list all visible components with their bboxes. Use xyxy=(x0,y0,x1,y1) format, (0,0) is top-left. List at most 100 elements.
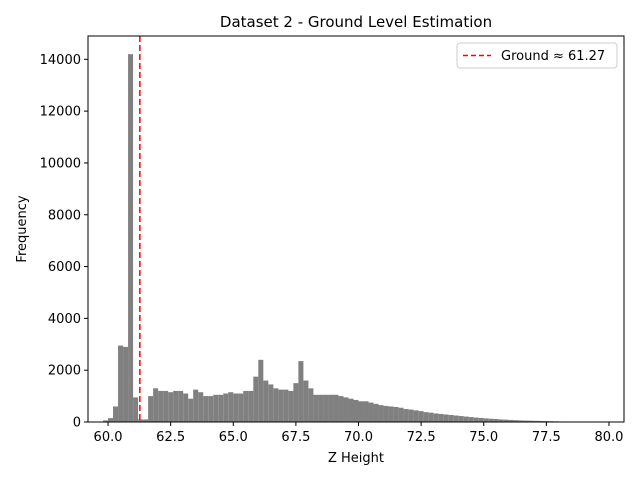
histogram-bar xyxy=(533,420,539,422)
legend: Ground ≈ 61.27 xyxy=(456,42,618,69)
histogram-bar xyxy=(428,412,434,422)
y-tick-label: 4000 xyxy=(48,312,81,327)
histogram-bar xyxy=(298,361,304,422)
histogram-bar xyxy=(368,402,374,422)
histogram-bar xyxy=(263,380,269,422)
histogram-bar xyxy=(238,393,244,422)
histogram-bar xyxy=(433,413,439,422)
x-tick-label: 60.0 xyxy=(94,430,123,445)
plot-frame xyxy=(87,35,625,423)
histogram-bar xyxy=(193,389,199,422)
histogram-bar xyxy=(388,406,394,422)
histogram-bar xyxy=(188,398,194,422)
histogram-bar xyxy=(313,394,319,422)
histogram-bar xyxy=(168,392,174,422)
histogram-bar xyxy=(293,383,299,422)
histogram-bar xyxy=(538,420,544,422)
y-tick-label: 6000 xyxy=(48,260,81,275)
histogram-bar xyxy=(283,389,289,422)
histogram-bar xyxy=(248,390,254,422)
histogram-bar xyxy=(328,394,334,422)
y-tick-label: 0 xyxy=(73,416,81,431)
x-tick-label: 72.5 xyxy=(407,430,436,445)
histogram-bars xyxy=(98,54,574,423)
histogram-bar xyxy=(363,401,369,422)
y-tick-label: 2000 xyxy=(48,364,81,379)
histogram-bar xyxy=(208,396,214,422)
histogram-bar xyxy=(423,412,429,422)
y-tick-label: 10000 xyxy=(40,156,81,171)
histogram-bar xyxy=(143,419,149,422)
histogram-bar xyxy=(198,392,204,422)
histogram-bar xyxy=(118,345,124,422)
histogram-bar xyxy=(483,418,489,422)
histogram-bar xyxy=(498,419,504,422)
histogram-bar xyxy=(123,346,129,422)
histogram-bar xyxy=(503,419,509,422)
histogram-bar xyxy=(448,415,454,422)
histogram-bar xyxy=(133,397,139,422)
histogram-bar xyxy=(338,396,344,422)
histogram-bar xyxy=(268,384,274,422)
histogram-bar xyxy=(523,420,529,422)
histogram-bar xyxy=(153,388,159,422)
x-tick-label: 70.0 xyxy=(344,430,373,445)
y-axis-ticks: 0 2000 4000 6000 8000 10000 12000 14000 xyxy=(40,53,88,431)
y-tick-label: 14000 xyxy=(40,53,81,68)
chart-title: Dataset 2 - Ground Level Estimation xyxy=(220,13,492,31)
histogram-bar xyxy=(163,390,169,422)
histogram-bar xyxy=(418,411,424,422)
x-tick-label: 77.5 xyxy=(532,430,561,445)
histogram-bar xyxy=(138,419,144,422)
histogram-bar xyxy=(253,376,259,422)
histogram-bar xyxy=(113,406,119,422)
histogram-bar xyxy=(318,394,324,422)
histogram-bar xyxy=(393,406,399,422)
histogram-bar xyxy=(243,390,249,422)
y-tick-label: 8000 xyxy=(48,208,81,223)
histogram-bar xyxy=(513,420,519,422)
histogram-bar xyxy=(228,392,234,422)
histogram-bar xyxy=(218,394,224,422)
histogram-bar xyxy=(488,418,494,422)
histogram-bar xyxy=(518,420,524,422)
histogram-bar xyxy=(183,393,189,422)
histogram-bar xyxy=(353,399,359,422)
histogram-bar xyxy=(278,389,284,422)
x-axis-title: Z Height xyxy=(328,451,384,466)
histogram-bar xyxy=(358,401,364,422)
histogram-bar xyxy=(308,388,314,422)
histogram-bar xyxy=(303,380,309,422)
histogram-bar xyxy=(158,390,164,422)
histogram-bar xyxy=(468,417,474,422)
histogram-bar xyxy=(398,407,404,422)
histogram-bar xyxy=(383,405,389,422)
x-tick-label: 75.0 xyxy=(469,430,498,445)
x-tick-label: 67.5 xyxy=(281,430,310,445)
histogram-bar xyxy=(203,396,209,422)
histogram-bar xyxy=(213,394,219,422)
histogram-bar xyxy=(128,54,134,423)
histogram-bar xyxy=(103,420,109,422)
histogram-bar xyxy=(478,417,484,422)
histogram-bar xyxy=(453,415,459,422)
x-axis-ticks: 60.0 62.5 65.0 67.5 70.0 72.5 75.0 77.5 80.0 xyxy=(94,422,623,445)
histogram-bar xyxy=(378,405,384,422)
histogram-bar xyxy=(258,359,264,422)
histogram-bar xyxy=(528,420,534,422)
histogram-bar xyxy=(438,413,444,422)
histogram-bar xyxy=(373,403,379,422)
y-axis-title: Frequency xyxy=(15,195,30,262)
histogram-bar xyxy=(178,390,184,422)
histogram-bar xyxy=(473,417,479,422)
histogram-bar xyxy=(458,416,464,422)
histogram-bar xyxy=(403,409,409,422)
histogram-bar xyxy=(108,418,114,422)
histogram-bar xyxy=(508,419,514,422)
histogram-bar xyxy=(323,394,329,422)
y-tick-label: 12000 xyxy=(40,105,81,120)
histogram-bar xyxy=(223,393,229,422)
x-tick-label: 65.0 xyxy=(219,430,248,445)
histogram-bar xyxy=(333,394,339,422)
